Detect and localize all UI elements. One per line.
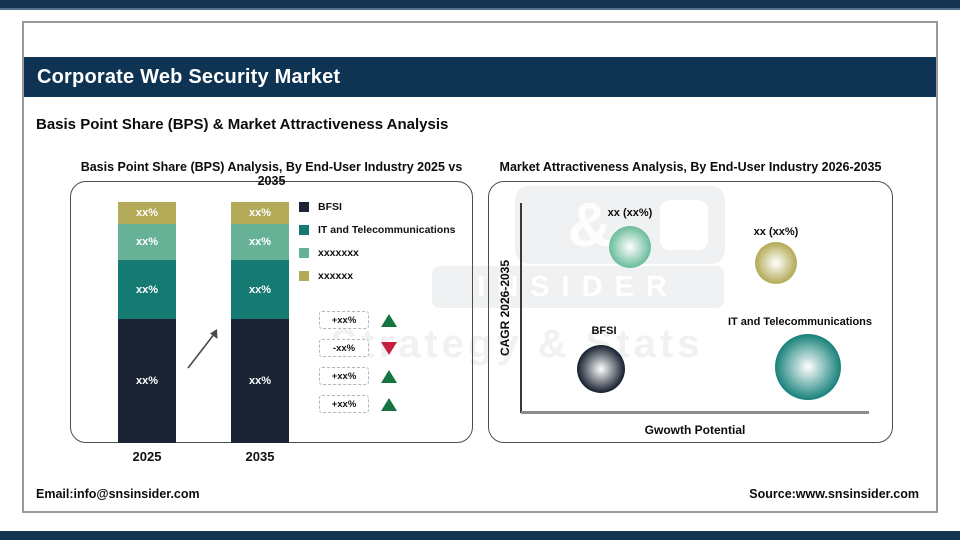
legend-swatch-it-telecom <box>299 225 309 235</box>
top-accent-bar <box>0 0 960 10</box>
watermark-brand: INSIDER <box>432 266 724 308</box>
bubble-label-it-telecom: IT and Telecommunications <box>727 316 873 328</box>
bps-legend: BFSI IT and Telecommunications xxxxxxx x… <box>299 201 456 293</box>
bubble-label-olive: xx (xx%) <box>753 226 799 238</box>
bubble-olive <box>755 242 797 284</box>
y-axis-label: CAGR 2026-2035 <box>498 259 512 357</box>
legend-label: xxxxxx <box>318 270 354 282</box>
trend-arrow-icon <box>187 329 218 369</box>
y-axis-line <box>520 203 522 413</box>
bps-change-annotations: +xx% -xx% +xx% +xx% <box>319 311 397 423</box>
bar-segment-xxxxxxx: xx% <box>118 224 176 260</box>
x-axis-label: Gwowth Potential <box>644 423 746 437</box>
down-triangle-icon <box>381 341 397 355</box>
bubble-bfsi <box>577 345 625 393</box>
change-value-box: +xx% <box>319 395 369 413</box>
x-axis-line <box>521 411 869 414</box>
bar-segment-xxxxxx: xx% <box>231 202 289 224</box>
footer-source: Source:www.snsinsider.com <box>749 487 919 501</box>
category-label-2025: 2025 <box>132 449 162 464</box>
legend-swatch-xxxxxx <box>299 271 309 281</box>
legend-item-xxxxxx: xxxxxx <box>299 270 456 282</box>
category-label-2035: 2035 <box>245 449 275 464</box>
page-subtitle: Basis Point Share (BPS) & Market Attract… <box>36 116 449 133</box>
bar-segment-xxxxxx: xx% <box>118 202 176 224</box>
page-title: Corporate Web Security Market <box>37 65 341 88</box>
bar-segment-it-telecom: xx% <box>231 260 289 319</box>
attractiveness-chart-title: Market Attractiveness Analysis, By End-U… <box>499 160 882 174</box>
up-triangle-icon <box>381 313 397 327</box>
legend-item-bfsi: BFSI <box>299 201 456 213</box>
bubble-label-bfsi: BFSI <box>591 325 617 337</box>
change-row: -xx% <box>319 339 397 357</box>
bubble-mint <box>609 226 651 268</box>
change-value-box: -xx% <box>319 339 369 357</box>
legend-label: IT and Telecommunications <box>318 224 456 236</box>
legend-swatch-xxxxxxx <box>299 248 309 258</box>
stacked-bar-2035: xx% xx% xx% xx% <box>231 202 289 443</box>
footer-email: Email:info@snsinsider.com <box>36 487 200 501</box>
legend-item-xxxxxxx: xxxxxxx <box>299 247 456 259</box>
legend-label: BFSI <box>318 201 342 213</box>
watermark-cutout <box>660 200 708 250</box>
change-row: +xx% <box>319 395 397 413</box>
bar-segment-bfsi: xx% <box>118 319 176 443</box>
up-triangle-icon <box>381 369 397 383</box>
bubble-label-mint: xx (xx%) <box>607 207 653 219</box>
legend-swatch-bfsi <box>299 202 309 212</box>
change-row: +xx% <box>319 367 397 385</box>
change-value-box: +xx% <box>319 367 369 385</box>
bar-segment-it-telecom: xx% <box>118 260 176 319</box>
attractiveness-chart-panel <box>488 181 893 443</box>
bar-segment-bfsi: xx% <box>231 319 289 443</box>
title-band: Corporate Web Security Market <box>24 57 936 97</box>
up-triangle-icon <box>381 397 397 411</box>
change-row: +xx% <box>319 311 397 329</box>
watermark-ampersand-icon: & <box>567 190 613 260</box>
bubble-it-telecom <box>775 334 841 400</box>
legend-label: xxxxxxx <box>318 247 359 259</box>
bar-segment-xxxxxxx: xx% <box>231 224 289 260</box>
change-value-box: +xx% <box>319 311 369 329</box>
legend-item-it-telecom: IT and Telecommunications <box>299 224 456 236</box>
bps-chart-title: Basis Point Share (BPS) Analysis, By End… <box>80 160 463 188</box>
bottom-accent-bar <box>0 531 960 540</box>
stacked-bar-2025: xx% xx% xx% xx% <box>118 202 176 443</box>
